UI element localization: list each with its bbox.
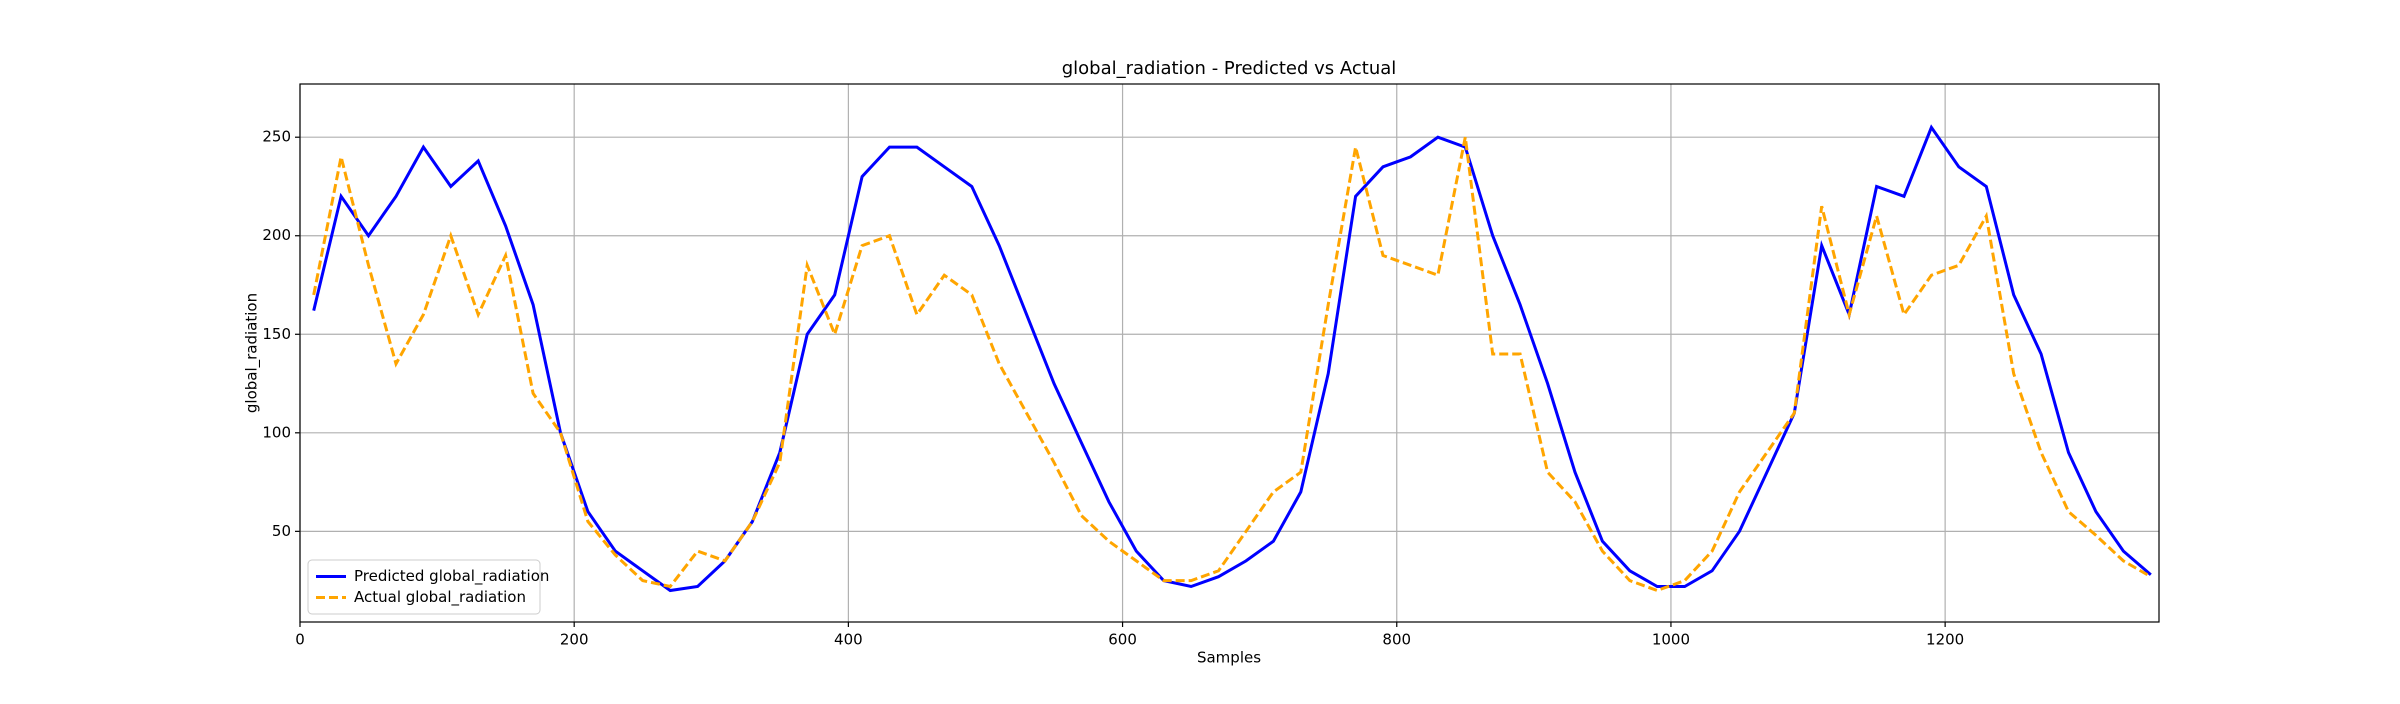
legend-box [307, 559, 541, 615]
y-tick-label: 150 [262, 325, 291, 343]
chart-title: global_radiation - Predicted vs Actual [1062, 58, 1397, 79]
y-tick-label: 200 [262, 226, 291, 244]
x-tick-label: 1000 [1652, 631, 1690, 649]
legend-label: Predicted global_radiation [354, 567, 549, 586]
x-tick-label: 0 [295, 631, 305, 649]
x-tick-label: 200 [560, 631, 589, 649]
x-axis-label: Samples [1197, 649, 1261, 667]
y-axis-label: global_radiation [243, 293, 262, 413]
x-tick-label: 600 [1108, 631, 1137, 649]
x-tick-label: 1200 [1926, 631, 1964, 649]
axes-frame [299, 83, 2160, 623]
legend: Predicted global_radiation Actual global_… [307, 559, 549, 615]
legend-label: Actual global_radiation [354, 588, 526, 607]
y-tick-label: 250 [262, 128, 291, 146]
y-tick-label: 50 [272, 522, 291, 540]
y-tick-label: 100 [262, 423, 291, 441]
data-line [312, 124, 2152, 593]
x-tick-label: 400 [834, 631, 863, 649]
x-tick-label: 800 [1382, 631, 1411, 649]
data-line [312, 136, 2152, 593]
